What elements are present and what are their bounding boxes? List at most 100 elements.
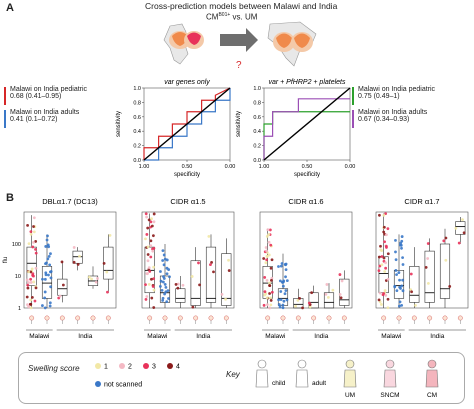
data-point: [267, 253, 271, 257]
data-point: [144, 237, 147, 241]
data-point: [410, 290, 413, 294]
data-point: [378, 291, 382, 295]
key-title: Key: [226, 370, 240, 379]
data-point: [278, 279, 282, 283]
data-point: [72, 246, 76, 249]
data-point: [106, 290, 109, 294]
data-point: [209, 263, 212, 267]
data-point: [159, 279, 163, 283]
data-point: [212, 270, 215, 274]
data-point: [150, 277, 153, 281]
boxplot-title: CIDR α1.7: [404, 197, 439, 206]
swelling-score-label: 3: [152, 364, 156, 371]
data-point: [146, 245, 150, 249]
data-point: [72, 260, 76, 264]
arrow-icon: [220, 28, 258, 52]
data-point: [457, 241, 461, 245]
group-label-india: India: [78, 333, 92, 340]
group-figure-icon: [396, 315, 402, 321]
data-point: [167, 297, 170, 300]
data-point: [145, 215, 148, 219]
y-tick-label: 0.6: [133, 115, 141, 121]
data-point: [34, 240, 38, 243]
data-point: [164, 285, 168, 289]
swelling-score-legend: 1 2 3 4 not scanned: [95, 363, 180, 389]
data-point: [49, 276, 53, 280]
not-scanned-label: not scanned: [104, 382, 142, 389]
data-point: [401, 278, 405, 282]
box: [424, 250, 435, 303]
data-point: [96, 277, 99, 280]
child-brain-icon: [169, 31, 204, 49]
data-point: [393, 285, 397, 289]
key-figure-body: [295, 369, 309, 388]
data-point: [380, 249, 384, 252]
data-point: [105, 270, 109, 274]
y-tick-label: 0.4: [133, 129, 141, 135]
data-point: [32, 230, 36, 234]
data-point: [27, 305, 31, 309]
group-figure-icon: [411, 315, 417, 321]
swelling-score-label: 4: [176, 364, 180, 371]
data-point: [426, 281, 430, 285]
data-point: [378, 264, 382, 268]
data-point: [26, 303, 29, 307]
data-point: [26, 283, 30, 287]
key-figure-label: CM: [427, 392, 437, 399]
data-point: [338, 293, 342, 296]
key-box: [18, 352, 465, 404]
box: [323, 292, 335, 309]
data-point: [152, 220, 156, 224]
data-point: [268, 306, 272, 310]
data-point: [163, 292, 166, 296]
legend-value: 0.67 (0.34–0.93): [358, 116, 410, 123]
data-point: [147, 266, 151, 270]
roc-chart-var-pfhrp2: var + PfHRP2 + platelets 0.0 0.2 0.4 0.6 0.8 1…: [236, 79, 355, 178]
box: [175, 288, 186, 303]
data-point: [207, 234, 211, 238]
box: [205, 246, 217, 303]
data-point: [144, 298, 148, 301]
data-point: [400, 239, 404, 243]
data-point: [161, 299, 165, 302]
y-axis-label: sensitivity: [236, 111, 242, 137]
swelling-score-dot: [95, 363, 101, 369]
data-point: [191, 305, 195, 309]
data-point: [384, 261, 387, 265]
data-point: [310, 291, 314, 295]
data-point: [29, 302, 33, 306]
data-point: [176, 286, 180, 290]
data-point: [270, 258, 274, 262]
key-figure-label: SNCM: [380, 392, 399, 399]
data-point: [26, 286, 30, 290]
roc-title: var genes only: [164, 79, 210, 86]
data-point: [198, 283, 201, 287]
data-point: [394, 258, 398, 262]
y-tick-label: 10: [15, 274, 21, 280]
boxplot-title: CIDR α1.6: [288, 197, 323, 206]
data-point: [454, 226, 458, 230]
data-point: [331, 288, 335, 292]
data-point: [48, 263, 52, 267]
data-point: [384, 266, 388, 270]
data-point: [377, 298, 381, 302]
data-point: [277, 265, 280, 268]
legend-label: Malawi on India pediatric: [10, 86, 88, 93]
data-point: [47, 255, 51, 258]
data-point: [161, 259, 165, 262]
data-point: [58, 294, 62, 298]
right-roc-legend: Malawi on India pediatric 0.75 (0.49–1) …: [352, 86, 470, 128]
data-point: [149, 244, 153, 248]
data-point: [281, 303, 285, 307]
data-point: [34, 266, 38, 270]
data-point: [48, 304, 52, 308]
data-point: [382, 213, 386, 217]
data-point: [43, 296, 47, 300]
data-point: [30, 267, 34, 271]
group-figure-icon: [427, 315, 433, 321]
y-tick-label: 0.2: [253, 144, 261, 150]
data-point: [442, 239, 446, 243]
legend-item: Malawi on India adults 0.67 (0.34–0.93): [352, 109, 470, 128]
data-point: [27, 270, 31, 274]
data-point: [383, 270, 387, 273]
